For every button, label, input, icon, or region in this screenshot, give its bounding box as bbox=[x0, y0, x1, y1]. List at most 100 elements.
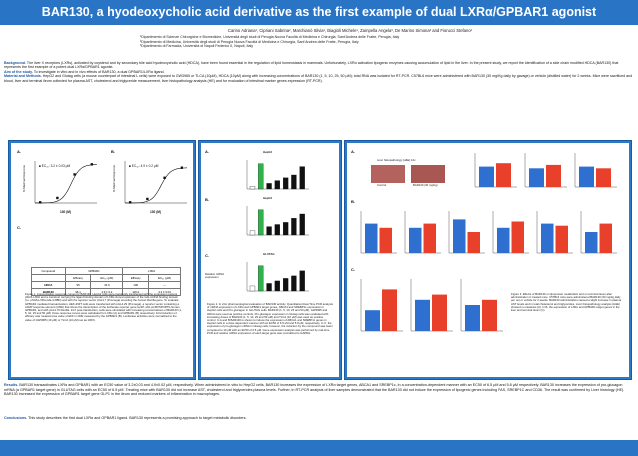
fig1-table: Compound GPBAR1 LXRα Efficacy EC₅₀ (μM) … bbox=[31, 267, 181, 296]
bar-treated bbox=[596, 168, 611, 187]
affiliations: ¹Dipartimento di Scienze Chirurgiche e B… bbox=[140, 35, 580, 49]
bar-control bbox=[365, 223, 378, 253]
figure-2-panel: A. B. C. HepG2 HepG2 GLUTAG Relative mRN… bbox=[198, 140, 342, 380]
y-axis-label: % Maximal Response bbox=[112, 165, 116, 192]
figure-3-panel: A. Liver histopathology (H&E) 10x Contro… bbox=[344, 140, 632, 380]
bar bbox=[299, 166, 305, 190]
bar bbox=[249, 186, 256, 190]
bar bbox=[258, 163, 264, 190]
results-label: Results. bbox=[4, 383, 19, 387]
bar bbox=[299, 213, 305, 236]
bar-treated bbox=[599, 223, 612, 253]
fig1-chart-a: ■ EC₅₀: 3.2 ± 0.03 μM 130 (M) % Maximal Re… bbox=[22, 161, 98, 214]
aim-text: To investigate in vitro and in vivo effe… bbox=[33, 69, 165, 74]
conclusions-label: Conclusions. bbox=[4, 416, 28, 420]
methods-text: HepG2 and Glutag cells (a mouse counterp… bbox=[4, 74, 633, 83]
bar-treated bbox=[546, 164, 561, 187]
fig2-chart-b bbox=[246, 206, 309, 236]
data-point bbox=[128, 201, 132, 204]
bar bbox=[274, 280, 280, 292]
affiliation-1: ¹Dipartimento di Scienze Chirurgiche e B… bbox=[140, 35, 400, 39]
x-axis-label: 130 (M) bbox=[60, 210, 71, 214]
bar bbox=[249, 230, 256, 236]
table-cell: 100 bbox=[122, 281, 150, 289]
bar-control bbox=[529, 168, 544, 187]
fig2-chart-a-title: HepG2 bbox=[263, 150, 273, 154]
legend-entry: ■ EC₅₀: 4.9 ± 0.2 μM bbox=[129, 164, 159, 168]
fig3-caption: Figure 3. Effects of BAR130 on lipoprote… bbox=[511, 293, 622, 313]
fit-curve bbox=[35, 164, 98, 204]
data-point bbox=[73, 173, 76, 176]
table-header: Compound bbox=[31, 267, 66, 275]
bar-treated bbox=[496, 163, 511, 187]
fig3-chart-row-a bbox=[474, 153, 617, 188]
table-subheader bbox=[31, 274, 66, 282]
data-point bbox=[163, 176, 166, 179]
fig3-panel-b-label: B. bbox=[351, 199, 355, 204]
bar bbox=[274, 224, 280, 236]
fig2-caption: Figure 2. In vitro pharmacological evalu… bbox=[207, 303, 333, 335]
fig3-histo-label-1: Control bbox=[377, 183, 387, 187]
bar-control bbox=[415, 299, 430, 331]
fig2-chart-c-ylabel: Relative mRNA expression bbox=[205, 272, 224, 280]
y-axis-label: % Maximal Response bbox=[22, 165, 26, 192]
data-point bbox=[56, 196, 59, 200]
table-header: LXRα bbox=[122, 267, 181, 275]
fig2-panel-c-label: C. bbox=[205, 253, 209, 258]
table-cell: 3.2 ± 0.03 bbox=[148, 288, 181, 296]
fig2-chart-c bbox=[246, 262, 309, 292]
conclusions-section: Conclusions. This study describes the fi… bbox=[4, 416, 634, 421]
bar bbox=[266, 226, 272, 236]
fig1-caption: Figure 1. Concentration-response curves … bbox=[25, 293, 182, 322]
fig1-panel-c-label: C. bbox=[17, 225, 21, 230]
title-banner bbox=[0, 0, 638, 25]
bar-treated bbox=[423, 223, 436, 253]
data-point bbox=[146, 197, 149, 201]
bar-control bbox=[479, 166, 494, 187]
bar bbox=[282, 177, 289, 190]
figure-2-content: A. B. C. HepG2 HepG2 GLUTAG Relative mRN… bbox=[201, 143, 339, 377]
data-point bbox=[90, 163, 94, 166]
results-text: BAR130 transactivates LXRα and GPBAR1 wi… bbox=[4, 383, 625, 396]
fig3-histo-title: Liver histopathology (H&E) 10x bbox=[377, 158, 416, 162]
background-label: Background. bbox=[4, 61, 26, 65]
bar bbox=[249, 285, 256, 292]
bar bbox=[266, 283, 272, 292]
bar bbox=[258, 209, 264, 236]
fig2-chart-c-title: GLUTAG bbox=[263, 252, 275, 256]
data-point bbox=[38, 201, 42, 204]
bar-control bbox=[497, 227, 510, 253]
table-cell: HDCA bbox=[31, 281, 66, 289]
fig1-panel-b-label: B. bbox=[111, 149, 115, 154]
bar bbox=[291, 218, 297, 236]
bar bbox=[282, 222, 289, 236]
table-cell: — bbox=[148, 281, 181, 289]
fig3-panel-a-label: A. bbox=[351, 149, 355, 154]
bar-control bbox=[541, 223, 554, 253]
bar bbox=[291, 174, 297, 190]
figure-3-content: A. Liver histopathology (H&E) 10x Contro… bbox=[347, 143, 629, 377]
bar bbox=[266, 183, 272, 190]
methods-label: Material and Methods. bbox=[4, 74, 42, 79]
fig1-panel-a-label: A. bbox=[17, 149, 21, 154]
bar-treated bbox=[382, 289, 397, 331]
table-cell: 4.9 ± 0.2 bbox=[90, 288, 124, 296]
table-header-row: Compound GPBAR1 LXRα bbox=[31, 267, 181, 275]
figure-1-content: A. B. ■ EC₅₀: 3.2 ± 0.03 μM 130 (M) % Maxi… bbox=[11, 143, 193, 377]
bar-control bbox=[465, 305, 480, 331]
fig2-chart-a bbox=[246, 160, 309, 190]
fig3-chart-row-c bbox=[360, 279, 503, 332]
fig2-chart-b-title: HepG2 bbox=[263, 196, 273, 200]
bar bbox=[299, 270, 305, 292]
table-subheader: EC₅₀ (μM) bbox=[90, 274, 124, 282]
fig1-chart-b: ■ EC₅₀: 4.9 ± 0.2 μM 130 (M) % Maximal Res… bbox=[112, 161, 188, 214]
bar-treated bbox=[432, 294, 447, 331]
authors: Carino Adriana¹, Cipriani Sabrina², Marc… bbox=[227, 28, 473, 33]
bar-control bbox=[579, 166, 594, 187]
bar-treated bbox=[379, 227, 392, 253]
results-section: Results. BAR130 transactivates LXRα and … bbox=[4, 383, 634, 397]
x-axis-label: 130 (M) bbox=[150, 210, 161, 214]
bottom-banner bbox=[0, 440, 638, 456]
table-subheader: Efficacy bbox=[122, 274, 150, 282]
